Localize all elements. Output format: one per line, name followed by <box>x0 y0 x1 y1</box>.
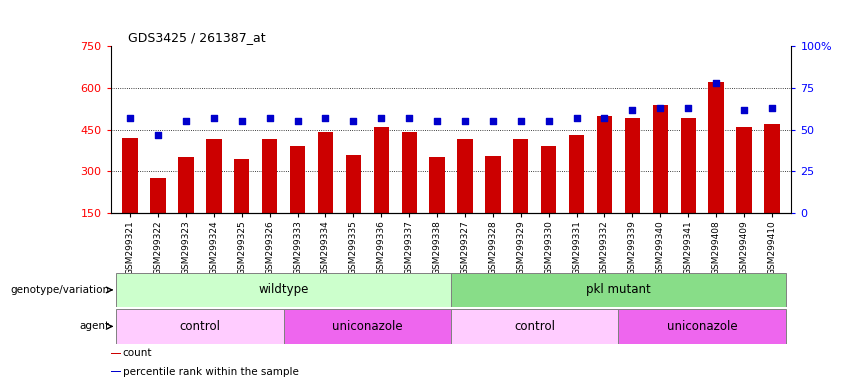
Bar <box>653 104 668 213</box>
Bar <box>597 116 612 213</box>
Point <box>235 118 248 124</box>
Bar <box>513 139 528 213</box>
Bar <box>374 127 389 213</box>
Text: pkl mutant: pkl mutant <box>586 283 651 296</box>
Bar <box>451 273 785 307</box>
Point <box>514 118 528 124</box>
Point <box>207 115 220 121</box>
Text: uniconazole: uniconazole <box>332 320 403 333</box>
Point <box>346 118 360 124</box>
Point <box>542 118 556 124</box>
Bar <box>283 309 451 344</box>
Bar <box>708 82 723 213</box>
Point <box>654 105 667 111</box>
Point <box>263 115 277 121</box>
Text: control: control <box>514 320 555 333</box>
Bar <box>402 132 417 213</box>
Bar <box>117 309 283 344</box>
Bar <box>346 155 361 213</box>
Text: genotype/variation: genotype/variation <box>11 285 110 295</box>
Bar <box>736 127 751 213</box>
Point <box>291 118 305 124</box>
Bar <box>234 159 249 213</box>
Text: control: control <box>180 320 220 333</box>
Text: agent: agent <box>80 321 110 331</box>
Bar <box>451 309 619 344</box>
Point <box>570 115 584 121</box>
Text: percentile rank within the sample: percentile rank within the sample <box>123 367 299 377</box>
Bar <box>569 135 585 213</box>
Bar <box>764 124 780 213</box>
Point <box>318 115 332 121</box>
Point <box>123 115 137 121</box>
Point <box>431 118 444 124</box>
Text: wildtype: wildtype <box>259 283 309 296</box>
Bar <box>541 146 557 213</box>
Point <box>625 106 639 113</box>
Bar <box>206 139 221 213</box>
Bar <box>111 353 121 354</box>
Bar <box>625 118 640 213</box>
Bar <box>111 371 121 372</box>
Point <box>737 106 751 113</box>
Bar <box>262 139 277 213</box>
Text: count: count <box>123 348 152 358</box>
Bar <box>123 138 138 213</box>
Bar <box>681 118 696 213</box>
Point <box>765 105 779 111</box>
Bar <box>317 132 333 213</box>
Point <box>458 118 471 124</box>
Text: uniconazole: uniconazole <box>667 320 738 333</box>
Bar <box>179 157 194 213</box>
Bar <box>430 157 445 213</box>
Bar <box>151 178 166 213</box>
Point <box>151 132 165 138</box>
Point <box>682 105 695 111</box>
Bar <box>485 156 500 213</box>
Point <box>709 80 722 86</box>
Bar <box>619 309 785 344</box>
Point <box>403 115 416 121</box>
Text: GDS3425 / 261387_at: GDS3425 / 261387_at <box>128 31 266 44</box>
Bar <box>117 273 451 307</box>
Point <box>486 118 500 124</box>
Point <box>374 115 388 121</box>
Point <box>180 118 193 124</box>
Bar <box>290 146 306 213</box>
Bar <box>457 139 472 213</box>
Point <box>597 115 611 121</box>
